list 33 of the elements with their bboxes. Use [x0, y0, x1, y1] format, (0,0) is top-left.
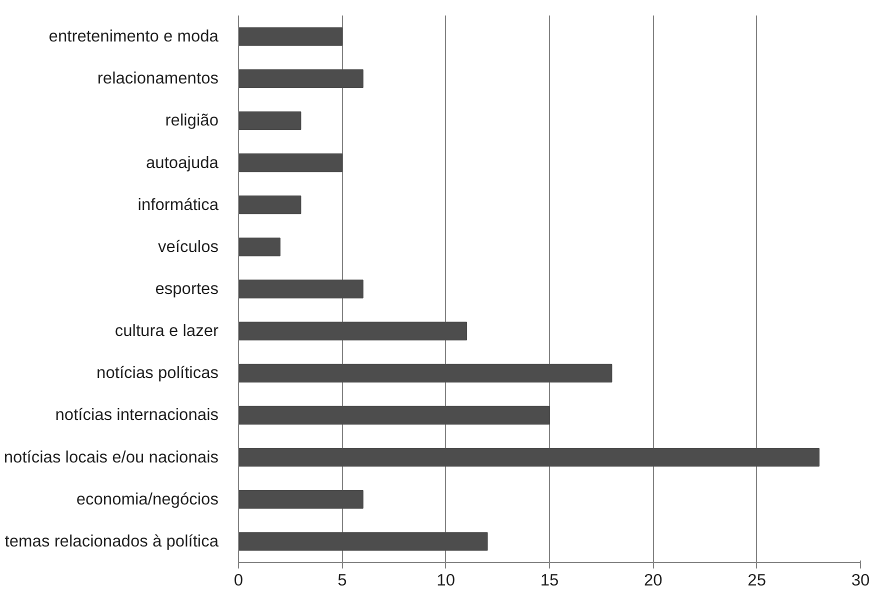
y-tick-label: temas relacionados à política [4, 532, 220, 550]
x-tick-label: 5 [338, 572, 347, 590]
x-tick-label: 15 [540, 572, 559, 590]
x-tick-label: 10 [436, 572, 456, 590]
bar [238, 153, 343, 172]
bar [238, 322, 468, 340]
y-tick-label: notícias locais e/ou nacionais [4, 448, 219, 466]
y-tick-label: esportes [155, 280, 219, 298]
bar [238, 364, 612, 382]
bar [238, 532, 488, 551]
bar [238, 69, 364, 88]
x-tick-label: 20 [644, 572, 662, 590]
bar [238, 448, 820, 467]
bar [238, 490, 364, 509]
bar [238, 406, 550, 425]
x-tick-label: 0 [234, 572, 244, 590]
y-tick-label: autoajuda [146, 154, 220, 172]
y-tick-label: relacionamentos [97, 70, 219, 88]
bar [238, 111, 302, 130]
y-tick-label: entretenimento e moda [48, 28, 220, 46]
y-tick-label: religião [165, 112, 219, 130]
bar [238, 238, 280, 256]
x-tick-label: 30 [851, 572, 870, 590]
y-tick-label: notícias políticas [96, 364, 219, 382]
y-tick-label: notícias internacionais [55, 406, 219, 424]
bar [238, 27, 343, 46]
y-tick-label: veículos [158, 238, 218, 256]
x-tick-label: 25 [748, 572, 766, 590]
bar [238, 280, 364, 298]
bar [238, 196, 302, 214]
y-tick-label: informática [138, 196, 220, 214]
y-tick-label: cultura e lazer [114, 322, 220, 340]
y-tick-label: economia/negócios [76, 490, 219, 508]
